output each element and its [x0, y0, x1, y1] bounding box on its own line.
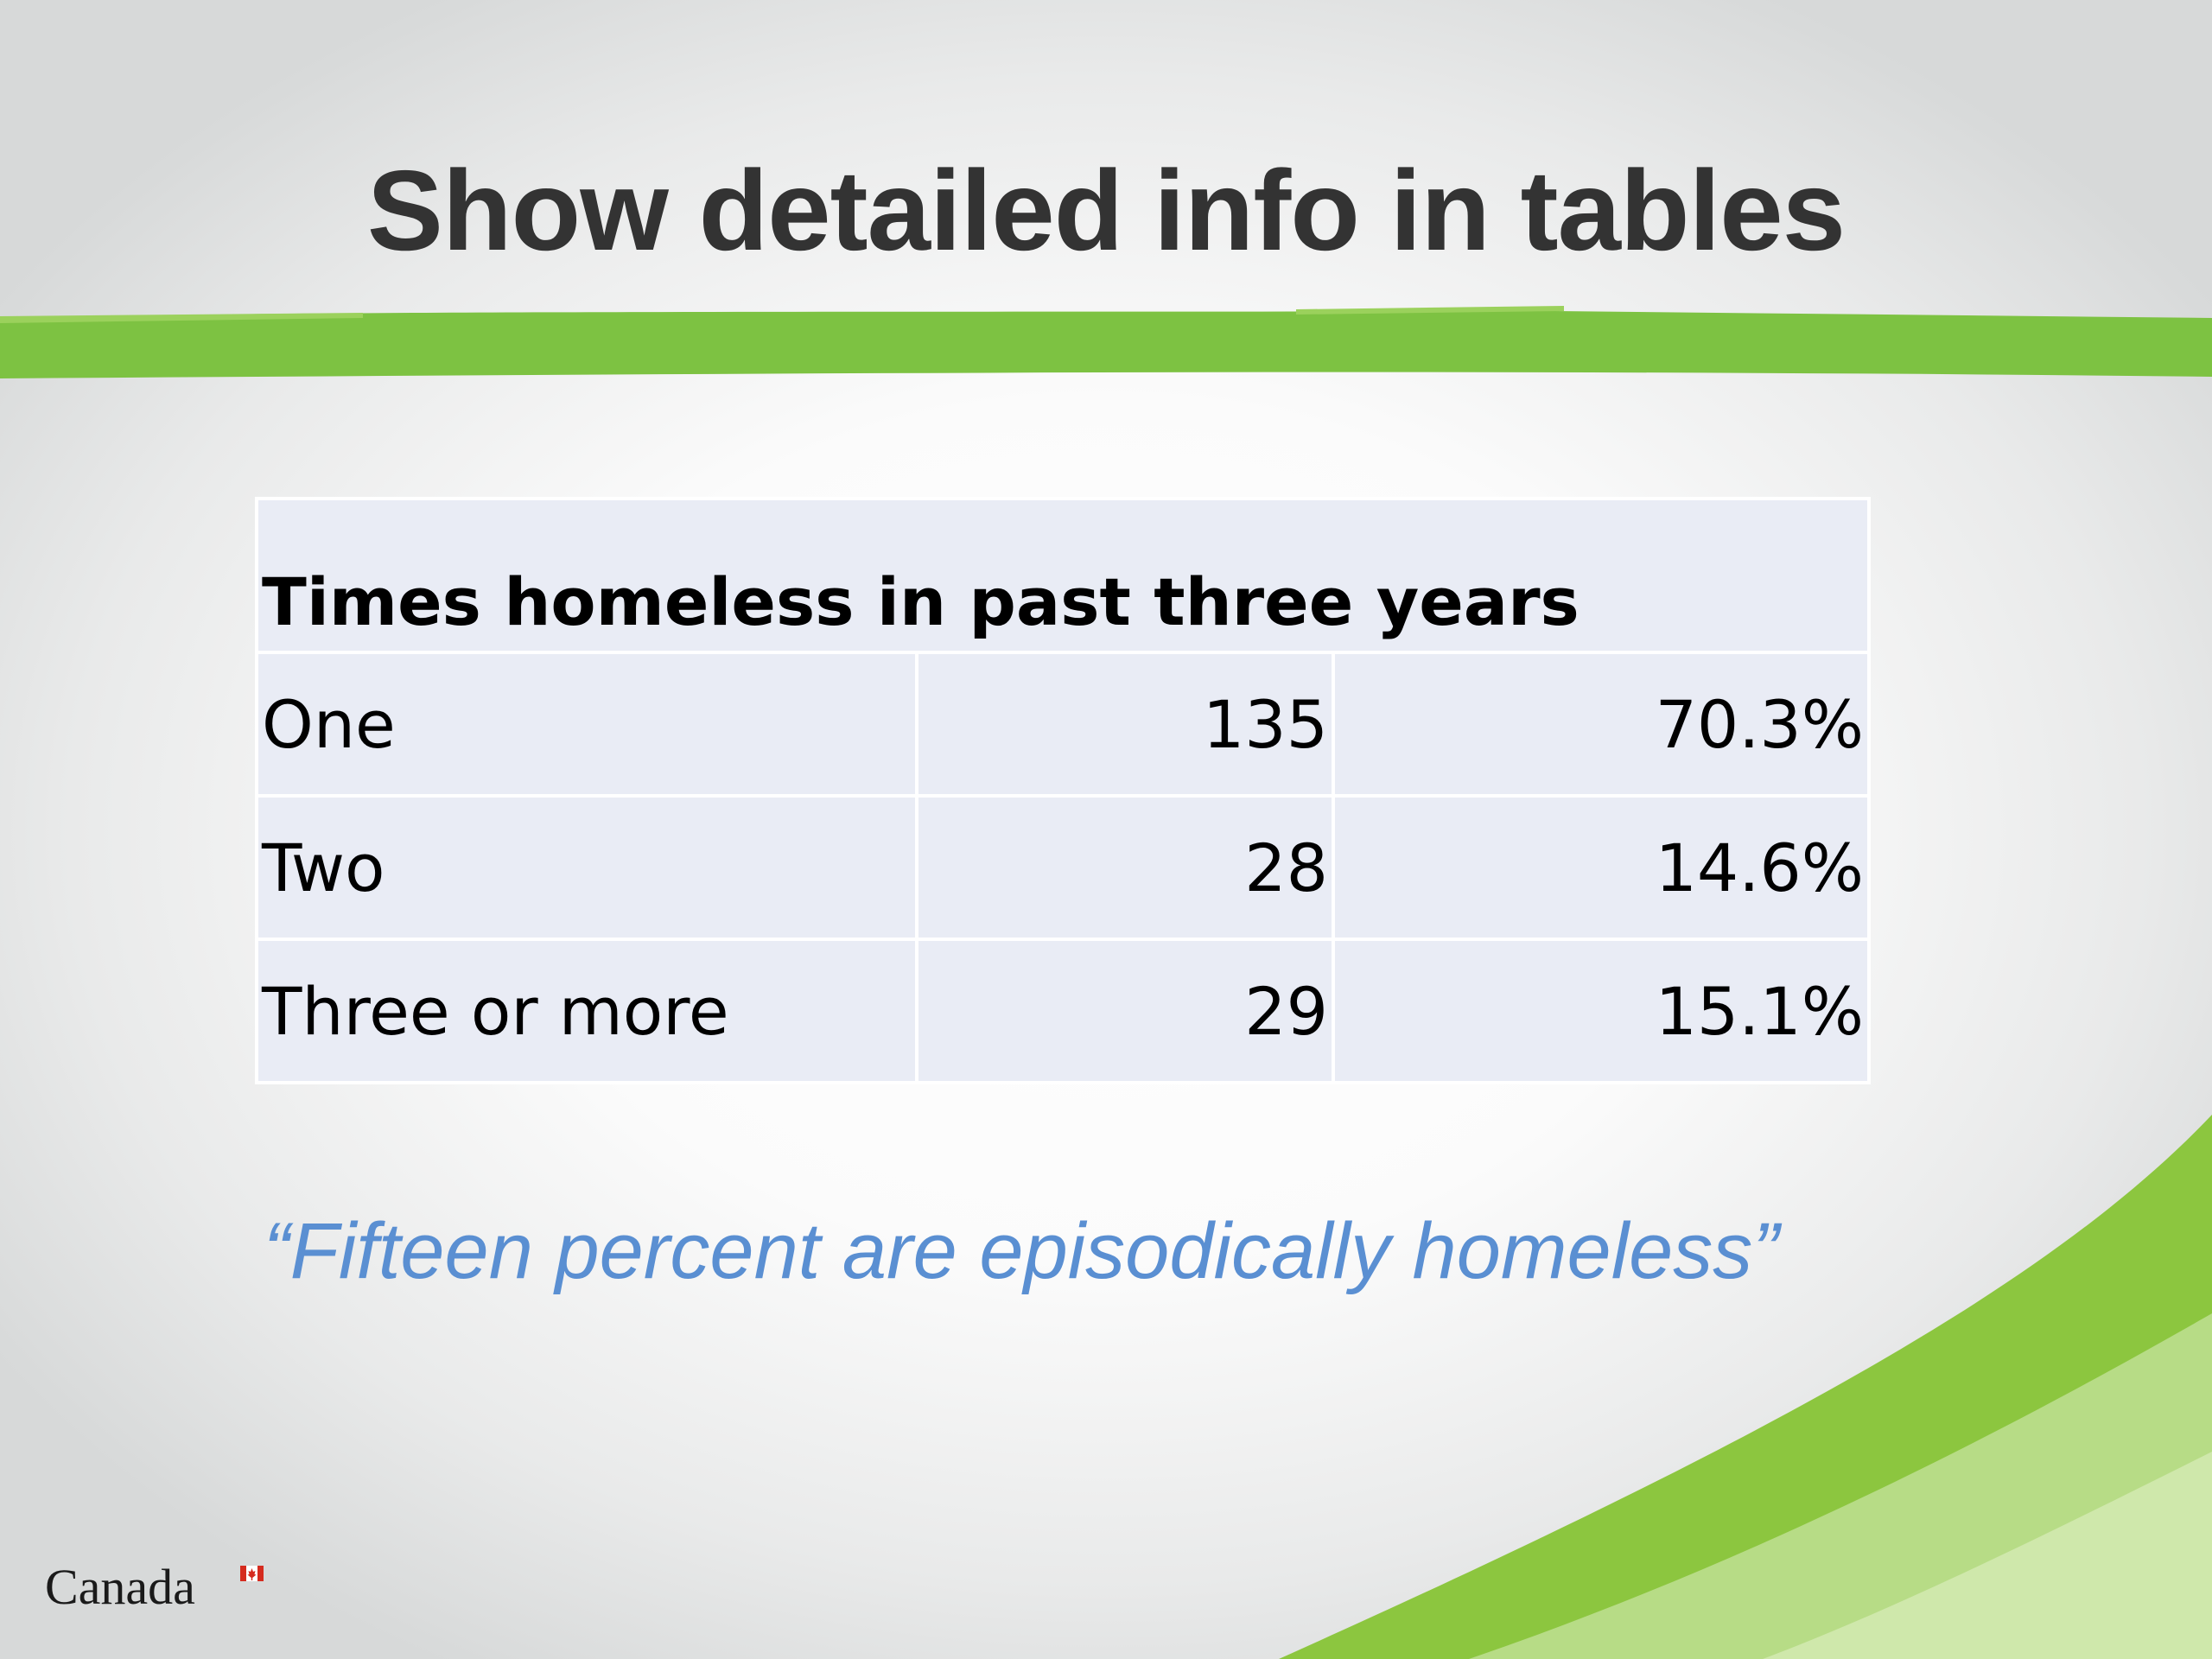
table-row: Three or more 29 15.1%: [255, 938, 1871, 1084]
quote-text: “Fifteen percent are episodically homele…: [264, 1207, 1779, 1295]
table-header: Times homeless in past three years: [255, 497, 1871, 654]
green-divider-bar: [0, 306, 2212, 378]
data-table: Times homeless in past three years One 1…: [255, 497, 1871, 1084]
row-percent: 15.1%: [1332, 938, 1871, 1084]
table-header-row: Times homeless in past three years: [255, 497, 1871, 654]
canada-wordmark-logo: Canada: [45, 1559, 264, 1615]
table-row: Two 28 14.6%: [255, 794, 1871, 941]
table-row: One 135 70.3%: [255, 651, 1871, 798]
row-label: One: [255, 651, 918, 798]
slide-title: Show detailed info in tables: [366, 147, 1846, 274]
row-percent: 14.6%: [1332, 794, 1871, 941]
row-count: 28: [915, 794, 1335, 941]
row-label: Two: [255, 794, 918, 941]
row-label: Three or more: [255, 938, 918, 1084]
canada-flag-icon: [240, 1566, 264, 1581]
row-count: 29: [915, 938, 1335, 1084]
row-percent: 70.3%: [1332, 651, 1871, 798]
canada-wordmark-text: Canada: [45, 1559, 195, 1615]
row-count: 135: [915, 651, 1335, 798]
